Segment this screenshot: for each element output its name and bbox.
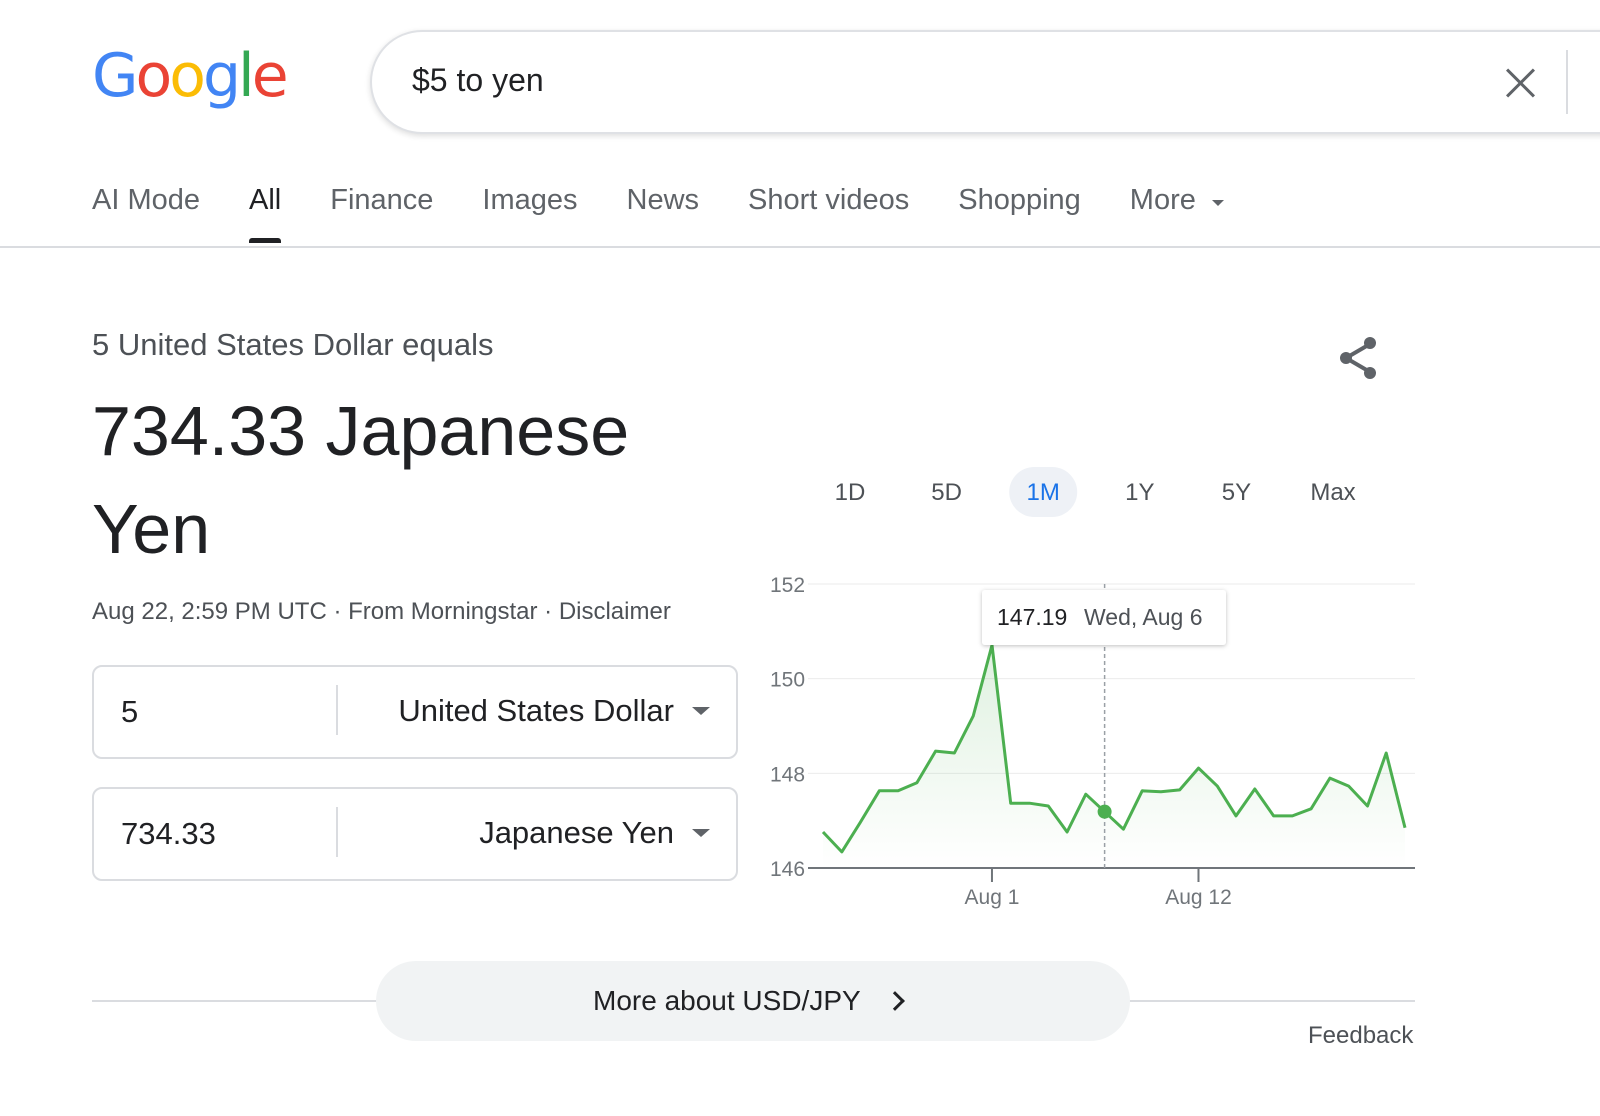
tab[interactable]: Short videos xyxy=(748,184,910,216)
amount-input[interactable]: 734.33 xyxy=(121,816,216,851)
converter-row: 5 United States Dollar xyxy=(92,665,738,759)
tab[interactable]: Images xyxy=(482,184,578,216)
range-button[interactable]: 5Y xyxy=(1222,479,1251,506)
y-tick-label: 148 xyxy=(770,763,805,786)
tab[interactable]: Shopping xyxy=(958,184,1081,216)
y-tick-label: 152 xyxy=(770,574,805,597)
logo[interactable]: Google xyxy=(92,41,289,111)
feedback-link[interactable]: Feedback xyxy=(1308,1022,1414,1049)
range-button[interactable]: 1D xyxy=(835,479,866,506)
line-series xyxy=(821,643,1407,854)
range-button[interactable]: 5D xyxy=(931,479,962,506)
tooltip-box xyxy=(982,590,1226,645)
search-query[interactable]: $5 to yen xyxy=(412,62,544,98)
result-amount: 734.33 Japanese Yen xyxy=(92,392,630,568)
x-tick-label: Aug 1 xyxy=(965,886,1020,909)
separator xyxy=(336,807,338,857)
hover-point xyxy=(1097,804,1112,819)
tab[interactable]: More xyxy=(1130,184,1224,246)
y-tick-label: 150 xyxy=(770,669,805,692)
separator xyxy=(336,685,338,735)
result-heading: 5 United States Dollar equals xyxy=(92,327,494,362)
range-button[interactable]: Max xyxy=(1310,479,1355,506)
y-tick-label: 146 xyxy=(770,858,805,881)
divider xyxy=(0,246,1600,248)
share-icon[interactable] xyxy=(1340,337,1376,379)
tab[interactable]: News xyxy=(626,184,700,216)
range-highlight xyxy=(1009,467,1078,517)
dropdown-caret[interactable] xyxy=(692,829,710,846)
tab[interactable]: Finance xyxy=(330,184,434,216)
disclaimer[interactable]: Disclaimer xyxy=(537,598,670,625)
currency-select[interactable]: Japanese Yen xyxy=(479,815,674,850)
x-tick-label: Aug 12 xyxy=(1165,886,1232,909)
dropdown-caret[interactable] xyxy=(692,707,710,724)
chevron xyxy=(885,991,905,1011)
tooltip-value: 147.19 xyxy=(997,604,1067,630)
tab-bar: AI Mode All Finance Images News Short videos S… xyxy=(92,184,1273,246)
search-box[interactable]: $5 to yen xyxy=(370,30,1600,134)
timestamp: Aug 22, 2:59 PM UTC xyxy=(92,598,327,625)
converter-row: 734.33 Japanese Yen xyxy=(92,787,738,881)
range-button[interactable]: 1Y xyxy=(1125,479,1154,506)
tab[interactable]: All xyxy=(249,184,282,246)
result-meta: Aug 22, 2:59 PM UTCFrom MorningstarDiscl… xyxy=(92,598,671,626)
more-label[interactable]: More about USD/JPY xyxy=(593,985,861,1016)
line-area xyxy=(823,645,1405,868)
tab[interactable]: AI Mode xyxy=(92,184,200,216)
tooltip-date: Wed, Aug 6 xyxy=(1084,604,1203,630)
amount-input[interactable]: 5 xyxy=(121,694,139,729)
currency-select[interactable]: United States Dollar xyxy=(398,693,674,728)
source[interactable]: From Morningstar xyxy=(327,598,538,625)
range-button[interactable]: 1M xyxy=(1027,479,1060,506)
divider xyxy=(1566,50,1568,114)
more-button[interactable]: More about USD/JPY xyxy=(376,961,1130,1041)
